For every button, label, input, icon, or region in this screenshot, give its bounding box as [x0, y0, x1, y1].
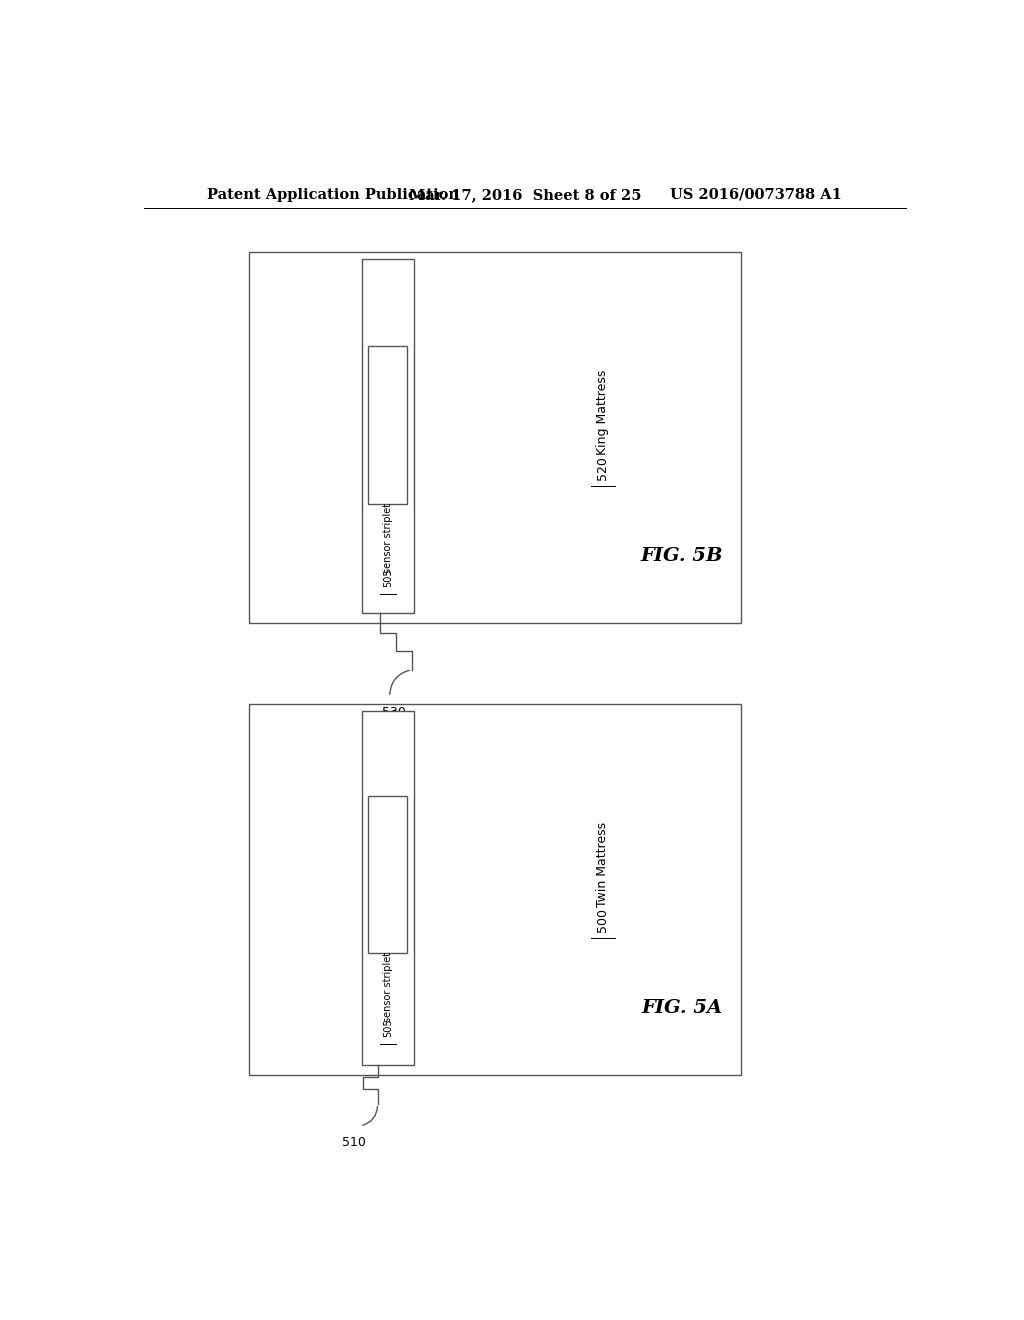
Text: 500: 500 [596, 908, 609, 932]
Bar [249, 252, 740, 623]
Bar [249, 704, 740, 1076]
Text: 530: 530 [382, 706, 406, 719]
Text: sensor striplet: sensor striplet [383, 952, 393, 1022]
Text: sensor striplet: sensor striplet [383, 503, 393, 573]
Text: FIG. 5B: FIG. 5B [640, 546, 723, 565]
Bar [368, 796, 408, 953]
Bar [362, 711, 414, 1065]
Text: King Mattress: King Mattress [596, 370, 609, 454]
Text: Patent Application Publication: Patent Application Publication [207, 187, 460, 202]
Text: Mar. 17, 2016  Sheet 8 of 25: Mar. 17, 2016 Sheet 8 of 25 [409, 187, 641, 202]
Text: 505: 505 [383, 569, 393, 587]
Text: 510: 510 [342, 1137, 366, 1150]
Text: US 2016/0073788 A1: US 2016/0073788 A1 [671, 187, 842, 202]
Text: 520: 520 [596, 455, 609, 480]
Bar [368, 346, 408, 504]
Text: FIG. 5A: FIG. 5A [641, 999, 722, 1018]
Text: 505: 505 [383, 1018, 393, 1036]
Text: Twin Mattress: Twin Mattress [596, 822, 609, 907]
Bar [362, 259, 414, 612]
